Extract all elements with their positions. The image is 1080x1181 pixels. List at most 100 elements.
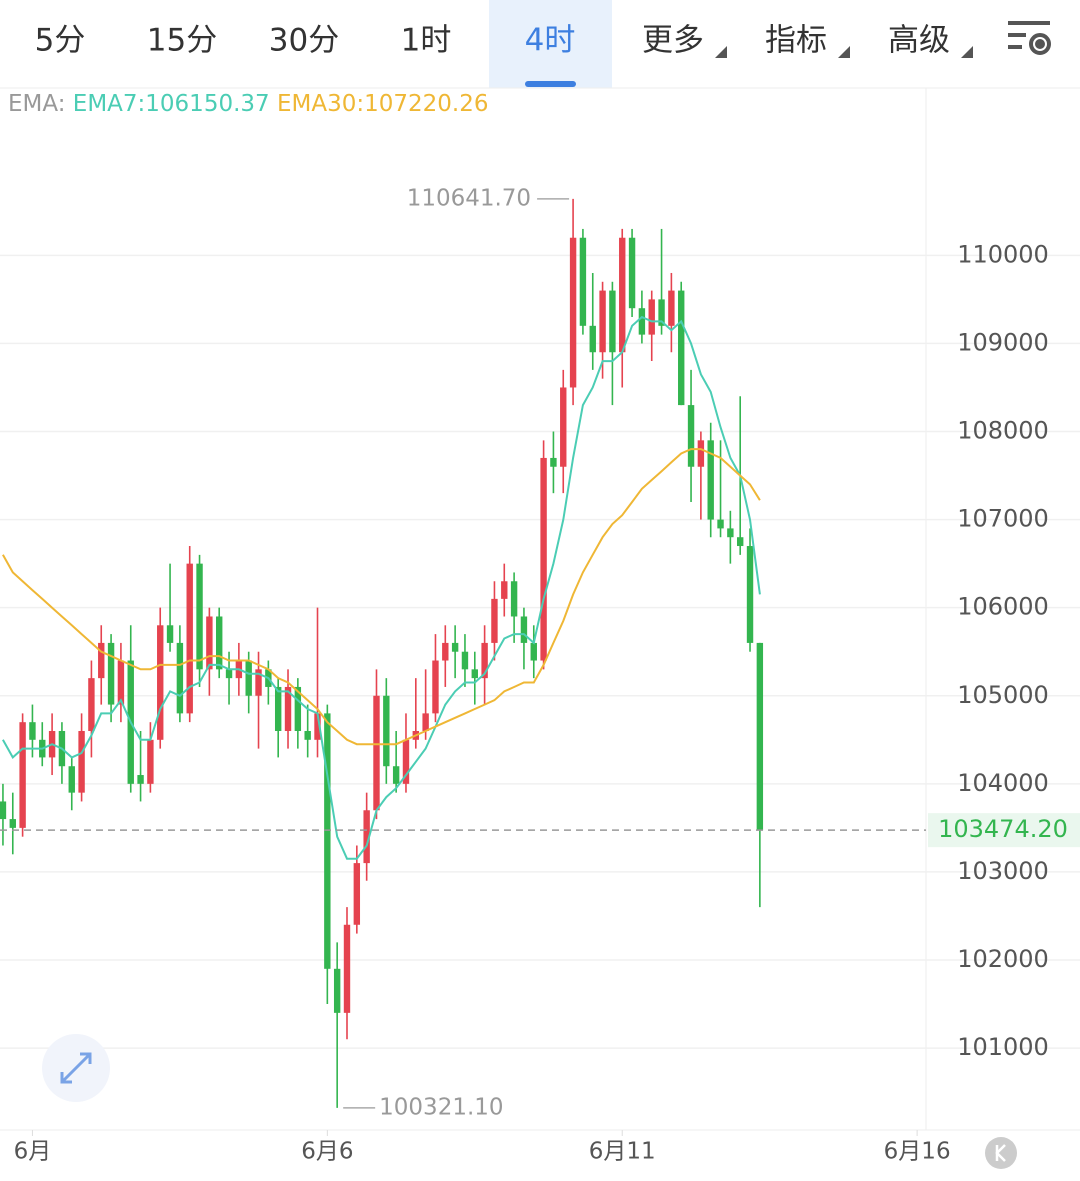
legend-name: EMA30:: [277, 91, 364, 117]
y-tick-label: 101000: [957, 1033, 1049, 1061]
tab[interactable]: 30分: [269, 23, 339, 59]
candle-body: [727, 528, 734, 538]
tab[interactable]: 15分: [147, 23, 217, 59]
settings-icon[interactable]: [1008, 21, 1051, 55]
dropdown-arrow: [715, 46, 727, 58]
x-tick-label: 6月: [14, 1139, 52, 1165]
candle-body: [560, 387, 567, 467]
candle-body: [0, 801, 7, 820]
candle-body: [343, 924, 351, 1013]
indicator-label: EMA:: [8, 91, 65, 117]
candle-body: [609, 290, 616, 353]
candle-body: [530, 642, 537, 661]
dropdown-arrow: [838, 46, 850, 58]
candle-body: [658, 299, 665, 326]
candle-body: [324, 713, 331, 969]
candle-body: [166, 625, 174, 643]
candle-body: [314, 713, 321, 740]
y-tick-label: 102000: [957, 945, 1049, 973]
candle-body: [599, 290, 606, 353]
candle-body: [432, 660, 439, 714]
candle-body: [117, 660, 125, 705]
active-tab-bg: [489, 0, 612, 88]
candle-body: [353, 863, 361, 925]
expand-button[interactable]: [42, 1034, 110, 1102]
plot: 101000 102000 103000 104000 105000 106000 1070…: [0, 185, 1080, 1165]
candle-body: [88, 678, 95, 731]
candle-body: [520, 616, 528, 643]
candle-body: [255, 669, 262, 696]
candle-body: [9, 819, 16, 828]
candle-body: [19, 722, 26, 828]
y-tick-label: 105000: [957, 681, 1049, 709]
candle-body: [481, 642, 488, 679]
annotation-label: 110641.70: [407, 185, 531, 211]
candle-body: [196, 563, 203, 670]
y-tick-label: 107000: [957, 505, 1049, 533]
candle-body: [491, 598, 498, 643]
candle-body: [746, 546, 754, 643]
ema-line: [2, 448, 761, 746]
last-price-box: [928, 813, 1080, 848]
candle-body: [284, 686, 292, 731]
candle-body: [442, 642, 449, 661]
candle-body: [451, 642, 459, 652]
y-tick-label: 106000: [957, 593, 1049, 621]
candle-body: [628, 237, 636, 309]
candle-body: [98, 642, 105, 679]
candle-body: [619, 237, 626, 353]
candle-body: [363, 810, 370, 864]
y-tick-label: 109000: [957, 328, 1049, 356]
candle-body: [373, 695, 380, 811]
candle-body: [392, 766, 400, 784]
candle-body: [186, 563, 193, 714]
candle-body: [589, 325, 596, 353]
candle-body: [717, 519, 724, 529]
candle-body: [471, 669, 478, 679]
tab[interactable]: 指标: [765, 23, 827, 59]
dropdown-arrow: [961, 46, 973, 58]
y-tick-label: 103000: [957, 857, 1049, 885]
x-tick-label: 6月11: [589, 1139, 656, 1165]
candle-body: [687, 405, 695, 467]
candle-body: [540, 457, 547, 661]
indicator-legend: EMA: EMA7:106150.37 EMA30:107220.26: [8, 91, 489, 117]
legend-value: 106150.37: [145, 91, 269, 117]
tab[interactable]: 5分: [35, 23, 86, 59]
candle-body: [225, 669, 233, 679]
y-tick-label: 110000: [957, 240, 1049, 268]
candle-body: [707, 440, 714, 520]
candle-body: [756, 642, 764, 831]
candle-body: [245, 660, 252, 696]
candle-body: [678, 290, 685, 406]
legend-name: EMA7:: [73, 91, 146, 117]
tab[interactable]: 更多: [642, 23, 704, 59]
candle-body: [78, 730, 85, 793]
candle-body: [29, 722, 36, 740]
candle-body: [147, 739, 154, 784]
tab[interactable]: 4时: [525, 23, 576, 59]
candle-body: [668, 290, 675, 326]
scroll-latest-button[interactable]: [985, 1137, 1017, 1169]
candle-body: [107, 642, 115, 705]
candle-body: [216, 616, 223, 670]
tab[interactable]: 高级: [888, 23, 950, 59]
candle-body: [68, 766, 75, 793]
candle-body: [461, 651, 469, 670]
candle-body: [383, 695, 390, 767]
x-tick-label: 6月6: [301, 1139, 353, 1165]
candle-body: [510, 581, 518, 617]
candle-body: [697, 440, 705, 467]
legend-value: 107220.26: [364, 91, 488, 117]
annotation-label: 100321.10: [379, 1094, 503, 1120]
tab[interactable]: 1时: [401, 23, 452, 59]
candle-body: [638, 308, 646, 335]
x-tick-label: 6月16: [884, 1139, 951, 1165]
candle-body: [501, 581, 508, 599]
candle-body: [304, 730, 311, 740]
y-tick-label: 104000: [957, 769, 1049, 797]
candle-body: [648, 299, 655, 335]
candle-body: [176, 642, 184, 714]
